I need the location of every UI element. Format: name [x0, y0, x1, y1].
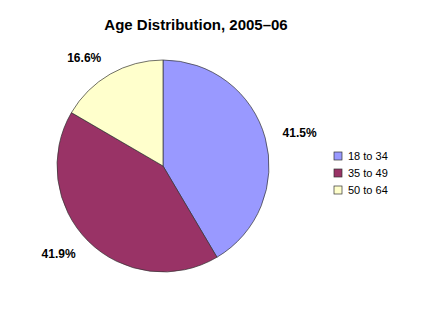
- legend-item: 35 to 49: [334, 167, 388, 179]
- legend-swatch: [334, 152, 342, 160]
- pie: [57, 60, 269, 272]
- chart: Age Distribution, 2005–06 41.5% 41.9% 16.6%…: [0, 0, 423, 314]
- data-label: 16.6%: [67, 51, 101, 65]
- legend-label: 35 to 49: [348, 167, 388, 179]
- background: [0, 0, 423, 314]
- title: Age Distribution, 2005–06: [104, 16, 287, 33]
- legend-label: 18 to 34: [348, 150, 388, 162]
- legend-label: 50 to 64: [348, 184, 388, 196]
- data-label: 41.9%: [42, 247, 76, 261]
- legend-swatch: [334, 186, 342, 194]
- data-label: 41.5%: [283, 126, 317, 140]
- legend-item: 50 to 64: [334, 184, 388, 196]
- legend-item: 18 to 34: [334, 150, 388, 162]
- legend: 18 to 34 35 to 49 50 to 64: [334, 150, 388, 196]
- pie-slice: [71, 60, 163, 166]
- legend-swatch: [334, 169, 342, 177]
